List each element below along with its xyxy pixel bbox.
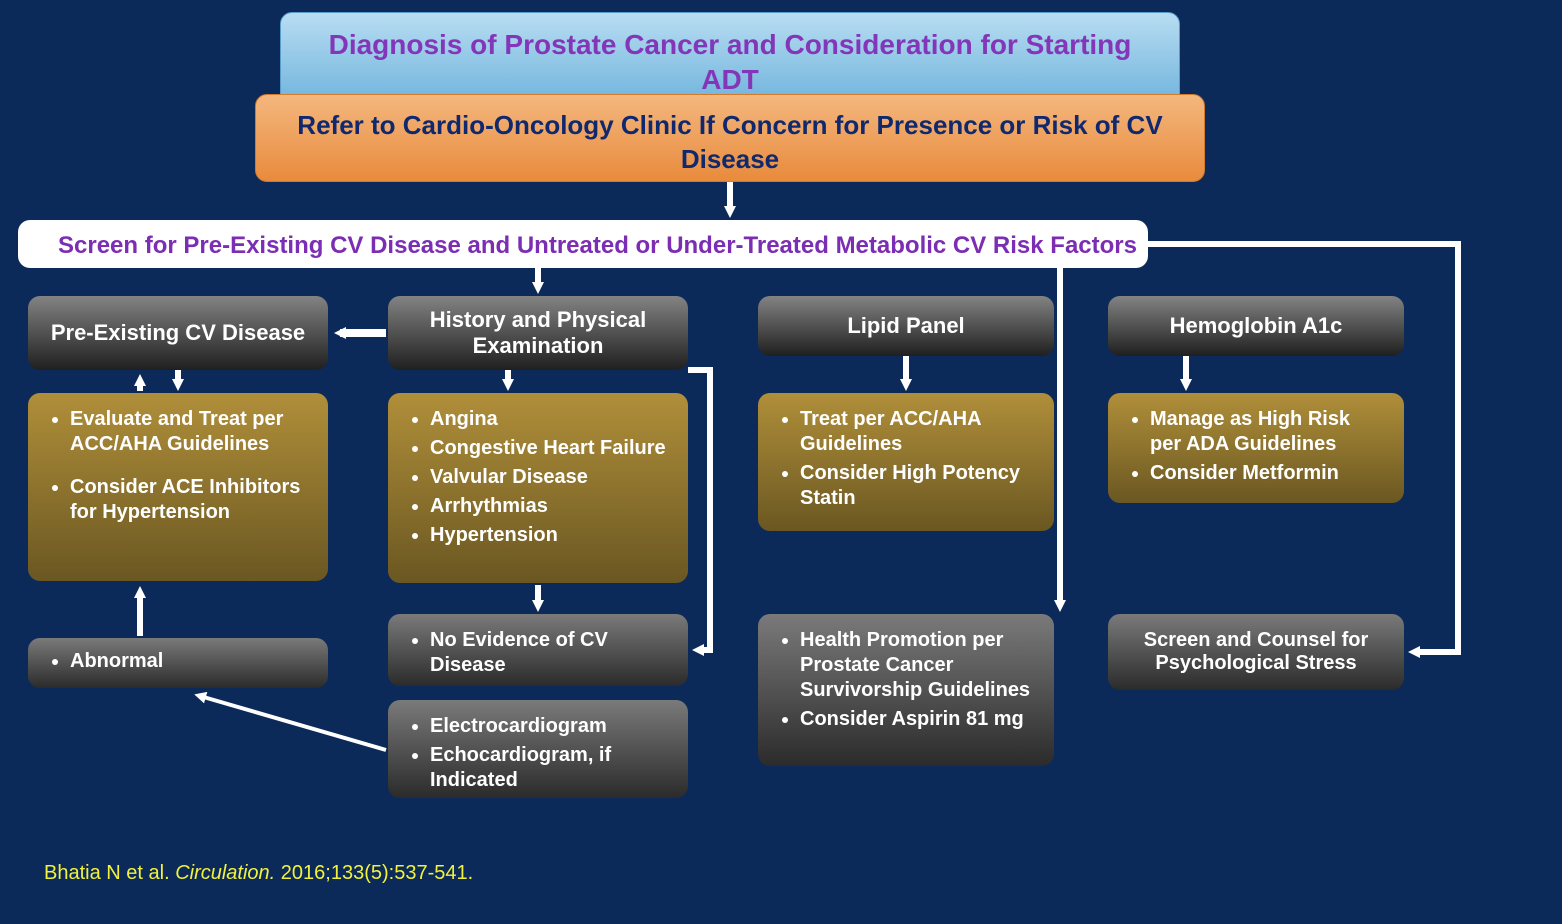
preexisting-body: Evaluate and Treat per ACC/AHA Guideline… bbox=[28, 393, 328, 581]
citation-suffix: 2016;133(5):537-541. bbox=[275, 862, 473, 884]
hemo-header-text: Hemoglobin A1c bbox=[1170, 313, 1343, 339]
title-box: Diagnosis of Prostate Cancer and Conside… bbox=[280, 12, 1180, 106]
tests-item-1: Echocardiogram, if Indicated bbox=[430, 743, 670, 793]
hemo-item-1: Consider Metformin bbox=[1150, 461, 1386, 486]
preexisting-header: Pre-Existing CV Disease bbox=[28, 296, 328, 370]
hemo-header: Hemoglobin A1c bbox=[1108, 296, 1404, 356]
history-item-3: Arrhythmias bbox=[430, 494, 670, 519]
screen-bar: Screen for Pre-Existing CV Disease and U… bbox=[18, 220, 1148, 268]
history-item-0: Angina bbox=[430, 407, 670, 432]
history-item-2: Valvular Disease bbox=[430, 465, 670, 490]
preexisting-item-0: Evaluate and Treat per ACC/AHA Guideline… bbox=[70, 407, 310, 457]
noevidence-text: No Evidence of CV Disease bbox=[430, 628, 670, 678]
preexisting-item-1: Consider ACE Inhibitors for Hypertension bbox=[70, 475, 310, 525]
history-item-1: Congestive Heart Failure bbox=[430, 436, 670, 461]
subtitle-text: Refer to Cardio-Oncology Clinic If Conce… bbox=[256, 95, 1204, 191]
tests-box: Electrocardiogram Echocardiogram, if Ind… bbox=[388, 700, 688, 798]
health-item-0: Health Promotion per Prostate Cancer Sur… bbox=[800, 628, 1036, 703]
lipid-body: Treat per ACC/AHA Guidelines Consider Hi… bbox=[758, 393, 1054, 531]
abnormal-box: Abnormal bbox=[28, 638, 328, 688]
health-item-1: Consider Aspirin 81 mg bbox=[800, 707, 1036, 732]
tests-item-0: Electrocardiogram bbox=[430, 714, 670, 739]
lipid-header-text: Lipid Panel bbox=[847, 313, 964, 339]
psych-text: Screen and Counsel for Psychological Str… bbox=[1126, 629, 1386, 675]
history-header-text: History and Physical Examination bbox=[402, 307, 674, 359]
noevidence-box: No Evidence of CV Disease bbox=[388, 614, 688, 686]
health-box: Health Promotion per Prostate Cancer Sur… bbox=[758, 614, 1054, 766]
abnormal-text: Abnormal bbox=[70, 649, 163, 674]
screen-bar-text: Screen for Pre-Existing CV Disease and U… bbox=[18, 220, 1148, 272]
citation-prefix: Bhatia N et al. bbox=[44, 862, 175, 884]
lipid-header: Lipid Panel bbox=[758, 296, 1054, 356]
citation: Bhatia N et al. Circulation. 2016;133(5)… bbox=[44, 862, 473, 885]
hemo-item-0: Manage as High Risk per ADA Guidelines bbox=[1150, 407, 1386, 457]
preexisting-header-text: Pre-Existing CV Disease bbox=[51, 320, 305, 346]
lipid-item-1: Consider High Potency Statin bbox=[800, 461, 1036, 511]
subtitle-box: Refer to Cardio-Oncology Clinic If Conce… bbox=[255, 94, 1205, 182]
lipid-item-0: Treat per ACC/AHA Guidelines bbox=[800, 407, 1036, 457]
psych-box: Screen and Counsel for Psychological Str… bbox=[1108, 614, 1404, 690]
citation-italic: Circulation. bbox=[175, 862, 275, 884]
history-header: History and Physical Examination bbox=[388, 296, 688, 370]
history-item-4: Hypertension bbox=[430, 523, 670, 548]
history-body: Angina Congestive Heart Failure Valvular… bbox=[388, 393, 688, 583]
hemo-body: Manage as High Risk per ADA Guidelines C… bbox=[1108, 393, 1404, 503]
